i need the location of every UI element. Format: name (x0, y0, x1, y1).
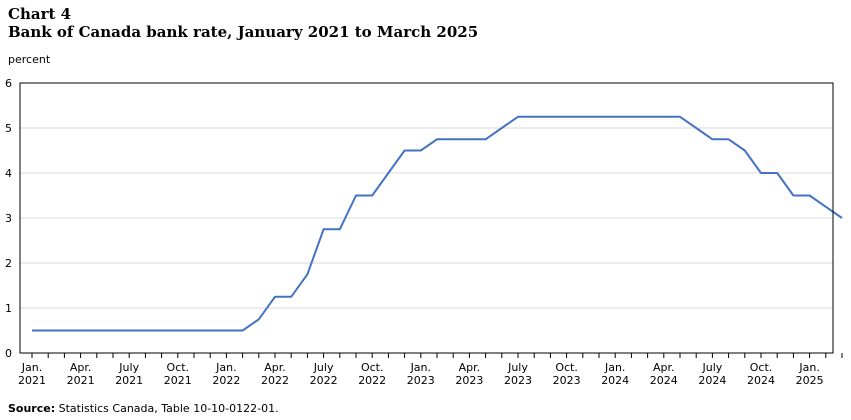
x-axis-ticks: Jan.2021Apr.2021July2021Oct.2021Jan.2022… (18, 353, 843, 387)
x-tick-label-year: 2025 (796, 374, 824, 387)
x-tick-label-year: 2022 (358, 374, 386, 387)
y-tick-label: 5 (5, 122, 12, 135)
x-tick-label-month: July (507, 361, 528, 374)
x-tick-label-year: 2023 (407, 374, 435, 387)
y-tick-label: 6 (5, 77, 12, 90)
y-tick-label: 1 (5, 302, 12, 315)
x-tick-label-year: 2024 (650, 374, 678, 387)
x-tick-label-month: Oct. (750, 361, 773, 374)
x-tick-label-month: Apr. (264, 361, 286, 374)
x-tick-label-month: Jan. (604, 361, 625, 374)
chart-title: Bank of Canada bank rate, January 2021 t… (8, 23, 479, 41)
x-tick-label-year: 2021 (164, 374, 192, 387)
y-tick-label: 3 (5, 212, 12, 225)
x-tick-label-month: Jan. (798, 361, 819, 374)
x-tick-label-month: Jan. (215, 361, 236, 374)
x-tick-label-year: 2024 (698, 374, 726, 387)
x-tick-label-year: 2023 (504, 374, 532, 387)
source-note: Source: Statistics Canada, Table 10-10-0… (8, 402, 279, 415)
source-text: Statistics Canada, Table 10-10-0122-01. (55, 402, 279, 415)
series-line-bank-rate (32, 115, 843, 332)
y-axis-ticks: 0 1 2 3 4 5 6 (5, 77, 12, 360)
x-tick-label-year: 2023 (455, 374, 483, 387)
x-tick-label-month: Jan. (21, 361, 42, 374)
chart-number: Chart 4 (8, 5, 72, 23)
x-tick-label-year: 2021 (67, 374, 95, 387)
x-tick-label-year: 2021 (115, 374, 143, 387)
gridlines (20, 127, 833, 309)
x-tick-label-month: July (702, 361, 723, 374)
x-tick-label-month: Oct. (361, 361, 384, 374)
x-tick-label-month: Jan. (410, 361, 431, 374)
x-tick-label-month: July (313, 361, 334, 374)
x-tick-label-year: 2023 (553, 374, 581, 387)
y-tick-label: 0 (5, 347, 12, 360)
x-tick-label-month: Oct. (555, 361, 578, 374)
x-tick-label-year: 2021 (18, 374, 46, 387)
x-tick-label-month: Apr. (70, 361, 92, 374)
x-tick-label-year: 2024 (747, 374, 775, 387)
y-tick-label: 4 (5, 167, 12, 180)
x-tick-label-year: 2022 (310, 374, 338, 387)
series-lines (32, 115, 843, 332)
y-axis-unit-label: percent (8, 53, 51, 66)
x-tick-label-month: Apr. (459, 361, 481, 374)
x-tick-label-month: July (118, 361, 139, 374)
x-tick-label-month: Oct. (167, 361, 190, 374)
y-tick-label: 2 (5, 257, 12, 270)
plot-frame (19, 82, 834, 354)
x-tick-label-year: 2022 (212, 374, 240, 387)
x-tick-label-year: 2022 (261, 374, 289, 387)
x-tick-label-year: 2024 (601, 374, 629, 387)
source-label: Source: (8, 402, 56, 415)
x-tick-label-month: Apr. (653, 361, 675, 374)
